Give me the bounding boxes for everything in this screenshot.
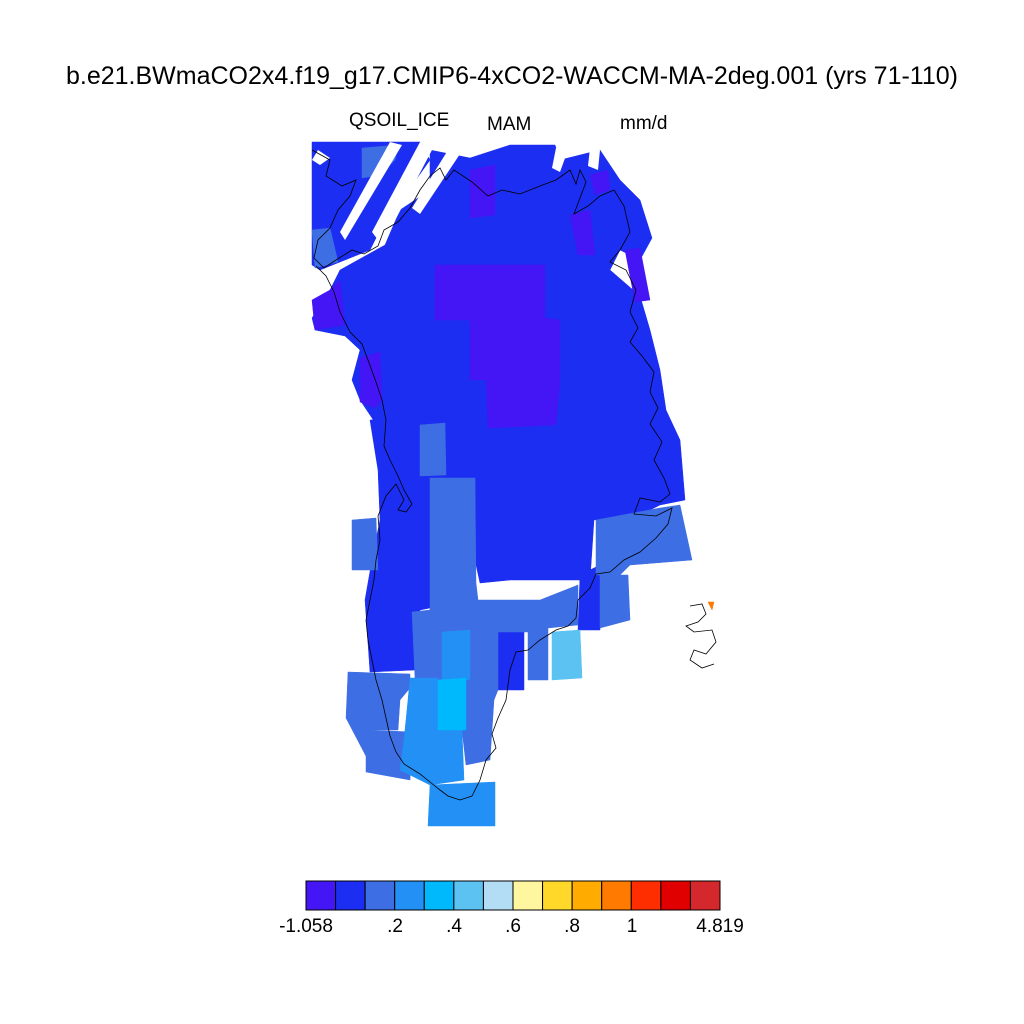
grid-cell	[599, 574, 631, 629]
colorbar-boxes	[305, 880, 721, 911]
colorbar-box	[512, 880, 544, 911]
colorbar-label: .8	[564, 916, 580, 937]
missing-data-gap	[372, 142, 432, 240]
colorbar-box	[482, 880, 514, 911]
season-label: MAM	[487, 114, 532, 135]
missing-data-gap	[340, 142, 402, 240]
colorbar-box	[423, 880, 455, 911]
grid-cell	[577, 564, 601, 631]
grid-cell	[427, 781, 496, 827]
colorbar-label: .4	[446, 916, 462, 937]
variable-label: QSOIL_ICE	[349, 110, 450, 131]
colorbar-label: .6	[505, 916, 521, 937]
missing-data-gap	[552, 148, 568, 172]
coastline	[311, 149, 717, 801]
colorbar-box	[601, 880, 632, 911]
grid-cells	[311, 141, 715, 827]
colorbar-label: 1	[626, 916, 638, 937]
grid-cell	[624, 247, 651, 303]
colorbar-box	[660, 880, 691, 911]
plot-title: b.e21.BWmaCO2x4.f19_g17.CMIP6-4xCO2-WACC…	[66, 62, 958, 90]
grid-cell	[441, 629, 471, 681]
missing-data-gap	[412, 150, 460, 214]
missing-data-gap	[588, 148, 600, 170]
grid-cell	[359, 351, 383, 409]
grid-cell	[569, 209, 596, 256]
colorbar-box	[335, 880, 366, 911]
colorbar-box	[394, 880, 425, 911]
grid-cell	[707, 601, 715, 611]
colorbar-label: .2	[387, 916, 403, 937]
coastline-path	[311, 149, 673, 801]
grid-cell	[351, 517, 379, 571]
grid-cell	[311, 279, 346, 331]
grid-cell	[551, 629, 583, 681]
colorbar-box	[542, 880, 573, 911]
grid-cell	[434, 264, 561, 429]
colorbar-box	[364, 880, 396, 911]
colorbar-box	[453, 880, 484, 911]
colorbar-label: 4.819	[696, 916, 744, 937]
grid-cell	[419, 422, 447, 477]
island-coastline	[685, 603, 717, 669]
grid-cell	[311, 227, 339, 269]
colorbar-label: -1.058	[279, 916, 333, 937]
grid-cell	[589, 169, 611, 196]
colorbar-box	[689, 880, 721, 911]
colorbar-box	[630, 880, 662, 911]
missing-data-gap	[312, 150, 330, 165]
units-label: mm/d	[620, 113, 668, 134]
grid-cell	[437, 677, 467, 731]
colorbar-box	[571, 880, 603, 911]
colorbar-box	[305, 880, 337, 911]
